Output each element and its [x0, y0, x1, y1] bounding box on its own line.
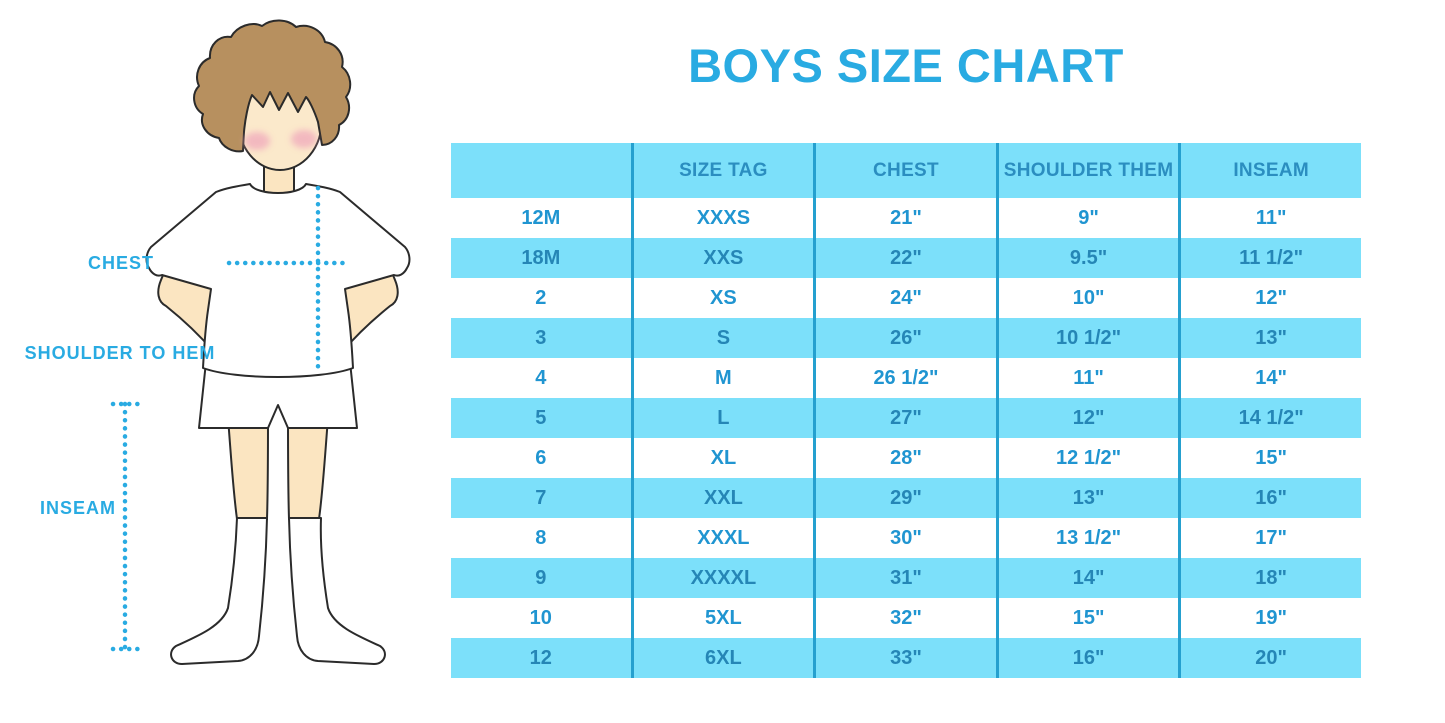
table-cell: 16" — [999, 638, 1182, 678]
table-cell: 8 — [451, 518, 634, 558]
table-cell: 11 1/2" — [1239, 247, 1304, 269]
table-cell: 26" — [816, 318, 999, 358]
table-cell: 4 — [451, 358, 634, 398]
shoulder-to-hem-label: SHOULDER TO HEM — [25, 343, 216, 363]
table-cell: 5XL — [634, 598, 817, 638]
table-cell: M — [634, 358, 817, 398]
inseam-label: INSEAM — [40, 498, 116, 518]
table-row: 6 XL 28" 12 1/2" 15" — [451, 438, 1361, 478]
boy-blush-left — [244, 132, 270, 150]
table-row: 7 XXL 29" 13" 16" — [451, 478, 1361, 518]
table-cell: 29" — [816, 478, 999, 518]
boy-shorts — [198, 361, 358, 429]
chest-label: CHEST — [88, 253, 154, 273]
column-header: CHEST — [816, 143, 999, 198]
table-row: 10 5XL 32" 15" 19" — [451, 598, 1361, 638]
table-cell: XXXS — [634, 198, 817, 238]
table-cell: XXXL — [634, 518, 817, 558]
table-cell: 14" — [999, 558, 1182, 598]
table-cell: 20" — [1255, 647, 1288, 669]
table-cell: 7 — [451, 478, 634, 518]
table-cell: 14" — [1255, 367, 1288, 389]
table-cell: S — [634, 318, 817, 358]
table-cell: 26 1/2" — [816, 358, 999, 398]
boy-measurement-illustration: CHEST SHOULDER TO HEM INSEAM — [25, 19, 411, 665]
table-cell: XL — [634, 438, 817, 478]
column-header: INSEAM — [1233, 160, 1310, 181]
table-cell: 9 — [451, 558, 634, 598]
table-cell: 9" — [999, 198, 1182, 238]
table-cell: 5 — [451, 398, 634, 438]
column-header: SIZE TAG — [634, 143, 817, 198]
table-row: 5 L 27" 12" 14 1/2" — [451, 398, 1361, 438]
table-cell: 28" — [816, 438, 999, 478]
table-cell: 13" — [999, 478, 1182, 518]
table-cell: 13 1/2" — [999, 518, 1182, 558]
boy-hair — [193, 19, 352, 153]
table-row: 2 XS 24" 10" 12" — [451, 278, 1361, 318]
table-cell: 10" — [999, 278, 1182, 318]
table-row: 8 XXXL 30" 13 1/2" 17" — [451, 518, 1361, 558]
table-cell: 3 — [451, 318, 634, 358]
boy-sock-left — [170, 517, 268, 665]
table-cell: 27" — [816, 398, 999, 438]
table-cell: 32" — [816, 598, 999, 638]
table-row: 12M XXXS 21" 9" 11" — [451, 198, 1361, 238]
table-cell: 16" — [1255, 487, 1288, 509]
table-cell: 15" — [1255, 447, 1288, 469]
table-cell: 33" — [816, 638, 999, 678]
table-cell: L — [634, 398, 817, 438]
column-header: SHOULDER THEM — [999, 143, 1182, 198]
table-row: 9 XXXXL 31" 14" 18" — [451, 558, 1361, 598]
table-cell: 10 1/2" — [999, 318, 1182, 358]
table-cell: 12" — [999, 398, 1182, 438]
table-cell: 18M — [451, 238, 634, 278]
table-row: 12 6XL 33" 16" 20" — [451, 638, 1361, 678]
table-row: 4 M 26 1/2" 11" 14" — [451, 358, 1361, 398]
table-row: 3 S 26" 10 1/2" 13" — [451, 318, 1361, 358]
boy-tshirt — [145, 183, 411, 378]
column-header — [451, 143, 634, 198]
table-cell: 12 1/2" — [999, 438, 1182, 478]
table-cell: 12" — [1255, 287, 1288, 309]
table-cell: XS — [634, 278, 817, 318]
table-cell: 31" — [816, 558, 999, 598]
table-cell: 15" — [999, 598, 1182, 638]
table-cell: 30" — [816, 518, 999, 558]
table-cell: XXS — [634, 238, 817, 278]
table-cell: 6 — [451, 438, 634, 478]
table-cell: 22" — [816, 238, 999, 278]
boy-sock-right — [288, 517, 386, 665]
table-cell: 10 — [451, 598, 634, 638]
table-cell: 24" — [816, 278, 999, 318]
table-cell: 11" — [1255, 207, 1287, 229]
boy-blush-right — [291, 130, 317, 148]
table-cell: 2 — [451, 278, 634, 318]
table-body: 12M XXXS 21" 9" 11" 18M XXS 22" 9.5" 11 1/2" 2 XS 24… — [451, 198, 1361, 678]
table-cell: 19" — [1255, 607, 1288, 629]
table-cell: XXXXL — [634, 558, 817, 598]
page-title: BOYS SIZE CHART — [688, 39, 1124, 92]
table-cell: 17" — [1255, 527, 1288, 549]
boy-leg-left — [226, 417, 270, 520]
table-cell: 21" — [816, 198, 999, 238]
table-header-row: SIZE TAG CHEST SHOULDER THEM INSEAM — [451, 143, 1361, 198]
table-cell: 13" — [1255, 327, 1288, 349]
table-cell: 12M — [451, 198, 634, 238]
table-cell: 18" — [1255, 567, 1288, 589]
table-cell: XXL — [634, 478, 817, 518]
table-cell: 6XL — [634, 638, 817, 678]
table-cell: 14 1/2" — [1238, 407, 1304, 429]
boy-leg-right — [286, 417, 330, 520]
table-cell: 9.5" — [999, 238, 1182, 278]
table-row: 18M XXS 22" 9.5" 11 1/2" — [451, 238, 1361, 278]
table-cell: 11" — [999, 358, 1182, 398]
size-table: SIZE TAG CHEST SHOULDER THEM INSEAM 12M XXXS… — [451, 143, 1361, 678]
table-cell: 12 — [451, 638, 634, 678]
